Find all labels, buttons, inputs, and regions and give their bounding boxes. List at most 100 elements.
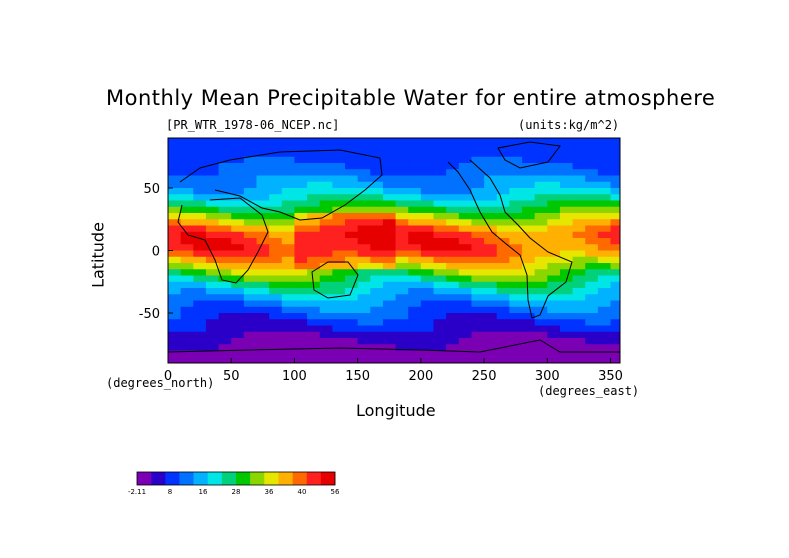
heatmap-cell bbox=[496, 169, 510, 176]
heatmap-cell bbox=[231, 250, 245, 258]
heatmap-cell bbox=[370, 319, 384, 326]
heatmap-cell bbox=[243, 356, 258, 363]
heatmap-cell bbox=[269, 163, 283, 170]
heatmap-cell bbox=[231, 294, 245, 301]
heatmap-cell bbox=[256, 225, 270, 233]
heatmap-cell bbox=[193, 281, 207, 289]
heatmap-cell bbox=[509, 344, 523, 351]
heatmap-cell bbox=[269, 231, 283, 239]
heatmap-cell bbox=[458, 244, 472, 251]
colorbar-swatch bbox=[193, 472, 209, 485]
heatmap-cell bbox=[408, 156, 422, 164]
heatmap-cell bbox=[231, 331, 245, 339]
heatmap-cell bbox=[281, 288, 295, 295]
heatmap-cell bbox=[345, 188, 359, 195]
x-tick-label: 50 bbox=[223, 369, 240, 384]
heatmap-cell bbox=[547, 281, 561, 289]
heatmap-cell bbox=[180, 300, 194, 308]
heatmap-cell bbox=[471, 138, 485, 145]
heatmap-cell bbox=[307, 150, 321, 158]
heatmap-cell bbox=[408, 194, 422, 201]
colorbar-swatch bbox=[137, 472, 152, 485]
heatmap-cell bbox=[231, 181, 245, 189]
heatmap-cell bbox=[572, 163, 586, 170]
heatmap-cell bbox=[458, 219, 472, 226]
heatmap-cell bbox=[193, 250, 207, 258]
heatmap-cell bbox=[269, 288, 283, 295]
heatmap-cell bbox=[433, 294, 447, 301]
heatmap-cell bbox=[395, 294, 409, 301]
heatmap-cell bbox=[218, 306, 232, 314]
heatmap-cell bbox=[559, 181, 574, 189]
heatmap-cell bbox=[243, 175, 258, 183]
heatmap-cell bbox=[597, 281, 612, 289]
heatmap-cell bbox=[218, 200, 232, 208]
heatmap-cell bbox=[243, 213, 258, 220]
heatmap-cell bbox=[597, 269, 612, 276]
heatmap-cell bbox=[534, 331, 548, 339]
heatmap-cell bbox=[256, 244, 270, 251]
heatmap-cell bbox=[218, 163, 232, 170]
heatmap-cell bbox=[547, 244, 561, 251]
heatmap-cell bbox=[610, 200, 620, 208]
heatmap-cell bbox=[269, 144, 283, 151]
y-tick-label: 0 bbox=[152, 245, 160, 260]
heatmap-cell bbox=[319, 338, 333, 345]
heatmap-cell bbox=[610, 256, 620, 264]
heatmap-cell bbox=[408, 344, 422, 351]
heatmap-cell bbox=[509, 181, 523, 189]
heatmap-cell bbox=[193, 150, 207, 158]
heatmap-cell bbox=[395, 188, 409, 195]
heatmap-cell bbox=[585, 325, 599, 333]
heatmap-cell bbox=[231, 206, 245, 214]
heatmap-cell bbox=[408, 163, 422, 170]
x-tick-label: 100 bbox=[282, 369, 307, 384]
heatmap-cell bbox=[370, 238, 384, 245]
heatmap-cell bbox=[585, 350, 599, 358]
heatmap-cell bbox=[446, 144, 460, 151]
heatmap-cell bbox=[256, 213, 270, 220]
heatmap-cell bbox=[408, 238, 422, 245]
heatmap-cell bbox=[547, 344, 561, 351]
heatmap-cell bbox=[610, 350, 620, 358]
heatmap-cell bbox=[281, 250, 295, 258]
heatmap-cell bbox=[547, 219, 561, 226]
heatmap-cell bbox=[180, 275, 194, 283]
heatmap-cell bbox=[585, 294, 599, 301]
heatmap-cell bbox=[585, 150, 599, 158]
heatmap-cell bbox=[534, 225, 548, 233]
heatmap-cell bbox=[433, 356, 447, 363]
heatmap-cell bbox=[168, 156, 182, 164]
heatmap-cell bbox=[433, 313, 447, 320]
heatmap-cell bbox=[243, 144, 258, 151]
heatmap-cell bbox=[597, 144, 612, 151]
heatmap-cell bbox=[243, 244, 258, 251]
heatmap-cell bbox=[522, 181, 536, 189]
heatmap-cell bbox=[345, 306, 359, 314]
heatmap-cell bbox=[281, 181, 295, 189]
heatmap-cell bbox=[307, 200, 321, 208]
heatmap-cell bbox=[243, 169, 258, 176]
heatmap-cell bbox=[471, 263, 485, 270]
heatmap-cell bbox=[509, 206, 523, 214]
heatmap-cell bbox=[332, 294, 346, 301]
heatmap-cell bbox=[319, 219, 333, 226]
heatmap-cell bbox=[243, 325, 258, 333]
heatmap-cell bbox=[319, 356, 333, 363]
x-axis-unit: (degrees_east) bbox=[538, 384, 640, 398]
heatmap-cell bbox=[522, 231, 536, 239]
heatmap-cell bbox=[231, 150, 245, 158]
heatmap-cell bbox=[357, 356, 371, 363]
heatmap-cell bbox=[243, 300, 258, 308]
heatmap-cell bbox=[597, 206, 612, 214]
heatmap-cell bbox=[332, 331, 346, 339]
heatmap-cell bbox=[446, 200, 460, 208]
heatmap-cell bbox=[231, 175, 245, 183]
heatmap-cell bbox=[585, 169, 599, 176]
heatmap-cell bbox=[408, 213, 422, 220]
heatmap-cell bbox=[243, 331, 258, 339]
heatmap-cell bbox=[471, 219, 485, 226]
heatmap-cell bbox=[332, 250, 346, 258]
heatmap-cell bbox=[471, 356, 485, 363]
